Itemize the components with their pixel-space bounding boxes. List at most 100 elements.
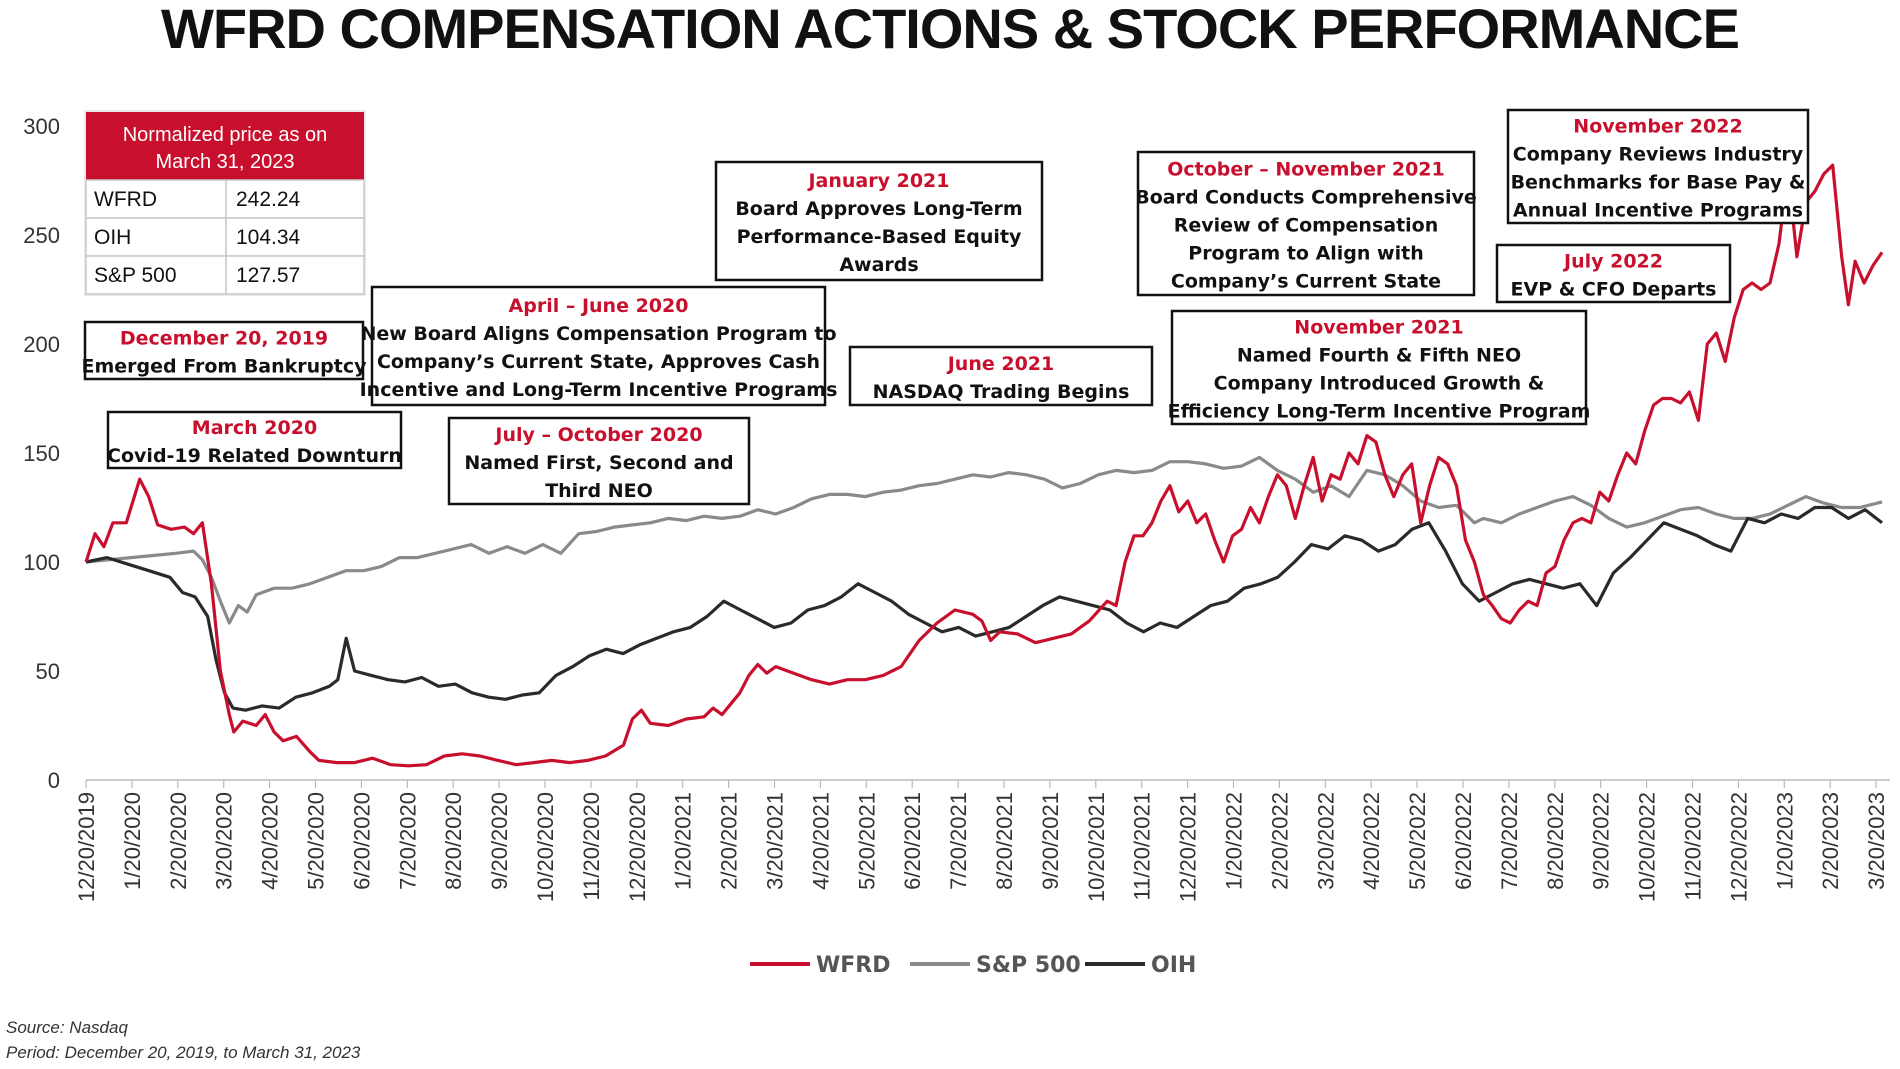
- annotation-december-20-2019: December 20, 2019 Emerged From Bankruptcy: [81, 320, 367, 381]
- annotation-box: [1170, 309, 1588, 426]
- x-tick-label: 4/20/2020: [258, 792, 283, 890]
- x-tick-label: 7/20/2020: [395, 792, 420, 890]
- annotation-box: [1136, 150, 1476, 297]
- annotation-box: [370, 285, 827, 407]
- annotation-november-2021: November 2021 Named Fourth & Fifth NEO Com…: [1168, 309, 1591, 426]
- x-tick-label: 7/20/2022: [1497, 792, 1522, 890]
- annotation-march-2020: March 2020 Covid-19 Related Downturn: [106, 410, 403, 470]
- x-tick-label: 12/20/2020: [625, 792, 650, 902]
- annotation-text: Company’s Current State: [1171, 271, 1441, 293]
- x-tick-label: 2/20/2020: [166, 792, 191, 890]
- legend-label: WFRD: [816, 953, 891, 978]
- annotation-text: Named Fourth & Fifth NEO: [1237, 345, 1521, 367]
- annotation-july-2022: July 2022 EVP & CFO Departs: [1495, 243, 1732, 304]
- chart-series: [84, 163, 1884, 768]
- x-tick-label: 10/20/2022: [1635, 792, 1660, 902]
- annotation-november-2022: November 2022 Company Reviews Industry Ben…: [1506, 108, 1810, 225]
- annotation-date: November 2022: [1573, 116, 1742, 138]
- normalized-price-table: Normalized price as on March 31, 2023 WFRD…: [84, 110, 366, 296]
- x-tick-label: 2/20/2023: [1818, 792, 1843, 890]
- y-tick-label: 300: [23, 114, 60, 139]
- annotation-date: July – October 2020: [493, 424, 702, 446]
- source-note: Source: Nasdaq: [6, 1018, 128, 1037]
- annotation-text: Program to Align with: [1188, 243, 1423, 265]
- annotation-april-june-2020: April – June 2020 New Board Aligns Compen…: [360, 285, 837, 407]
- x-tick-label: 3/20/2020: [212, 792, 237, 890]
- x-tick-label: 9/20/2021: [1038, 792, 1063, 890]
- y-tick-label: 250: [23, 223, 60, 248]
- x-tick-label: 3/20/2022: [1313, 792, 1338, 890]
- x-tick-label: 5/20/2020: [304, 792, 329, 890]
- x-tick-label: 2/20/2021: [717, 792, 742, 890]
- annotation-text: Emerged From Bankruptcy: [81, 356, 367, 378]
- annotation-text: Annual Incentive Programs: [1513, 200, 1803, 222]
- annotation-text: Company Introduced Growth &: [1214, 373, 1545, 395]
- y-tick-label: 150: [23, 441, 60, 466]
- annotation-text: Board Approves Long-Term: [735, 198, 1022, 220]
- table-value-cell: [225, 179, 365, 219]
- series-line-wfrd: [84, 163, 1884, 768]
- x-tick-label: 11/20/2020: [579, 792, 604, 900]
- annotation-box: [714, 160, 1044, 282]
- annotation-january-2021: January 2021 Board Approves Long-Term Perf…: [714, 160, 1044, 282]
- x-tick-label: 4/20/2021: [808, 792, 833, 890]
- period-note: Period: December 20, 2019, to March 31, …: [6, 1043, 361, 1062]
- chart-annotations: December 20, 2019 Emerged From Bankruptcy…: [81, 108, 1810, 506]
- x-tick-label: 1/20/2021: [671, 792, 696, 890]
- annotation-box: [447, 416, 751, 506]
- legend-label: OIH: [1151, 953, 1196, 978]
- table-name-cell: [85, 179, 227, 219]
- table-header-line-2: March 31, 2023: [156, 151, 295, 173]
- table-row-value: 104.34: [236, 226, 301, 249]
- x-tick-label: 10/20/2020: [533, 792, 558, 902]
- table-row-name: OIH: [94, 226, 131, 249]
- x-tick-label: 4/20/2022: [1359, 792, 1384, 890]
- x-tick-label: 5/20/2022: [1405, 792, 1430, 890]
- annotation-text: Efficiency Long-Term Incentive Program: [1168, 401, 1591, 423]
- annotation-box: [1506, 108, 1810, 225]
- annotation-date: October – November 2021: [1167, 159, 1445, 181]
- x-tick-label: 9/20/2020: [487, 792, 512, 890]
- table-row-name: WFRD: [94, 188, 157, 211]
- table-row-name: S&P 500: [94, 264, 177, 287]
- y-tick-label: 200: [23, 332, 60, 357]
- series-line-oih: [85, 505, 1883, 712]
- y-tick-label: 0: [48, 768, 60, 793]
- table-row-value: 242.24: [236, 188, 301, 211]
- x-tick-label: 11/20/2022: [1681, 792, 1706, 900]
- y-tick-label: 100: [23, 550, 60, 575]
- x-tick-label: 1/20/2023: [1772, 792, 1797, 890]
- x-tick-label: 8/20/2020: [441, 792, 466, 890]
- table-row-value: 127.57: [236, 264, 300, 287]
- annotation-box: [1495, 243, 1732, 304]
- table-name-cell: [85, 255, 227, 295]
- annotation-text: Performance-Based Equity: [737, 226, 1022, 248]
- x-tick-label: 8/20/2021: [992, 792, 1017, 890]
- table-header-line-1: Normalized price as on: [123, 124, 328, 146]
- x-tick-label: 6/20/2020: [349, 792, 374, 890]
- annotation-june-2021: June 2021 NASDAQ Trading Begins: [848, 345, 1154, 407]
- x-tick-label: 1/20/2020: [120, 792, 145, 890]
- annotation-text: Third NEO: [545, 480, 653, 502]
- annotation-text: Named First, Second and: [464, 452, 733, 474]
- y-tick-label: 50: [36, 659, 60, 684]
- annotation-text: Benchmarks for Base Pay &: [1511, 172, 1806, 194]
- x-tick-label: 12/20/2021: [1176, 792, 1201, 902]
- legend-label: S&P 500: [976, 953, 1081, 978]
- annotation-text: EVP & CFO Departs: [1511, 279, 1717, 301]
- annotation-text: Company Reviews Industry: [1513, 144, 1804, 166]
- x-tick-label: 6/20/2022: [1451, 792, 1476, 890]
- x-tick-label: 2/20/2022: [1267, 792, 1292, 890]
- annotation-text: Covid-19 Related Downturn: [107, 445, 402, 467]
- chart-legend: WFRD S&P 500 OIH: [750, 953, 1196, 978]
- legend-item-s-p-500: S&P 500: [910, 953, 1081, 978]
- x-tick-label: 3/20/2023: [1864, 792, 1889, 890]
- table-header-bg: [86, 112, 364, 180]
- annotation-date: March 2020: [192, 417, 317, 439]
- series-line-s-p-500: [85, 455, 1883, 625]
- x-tick-label: 6/20/2021: [900, 792, 925, 890]
- annotation-october-november-2021: October – November 2021 Board Conducts Co…: [1135, 150, 1477, 297]
- annotation-date: January 2021: [806, 170, 949, 192]
- x-tick-label: 8/20/2022: [1543, 792, 1568, 890]
